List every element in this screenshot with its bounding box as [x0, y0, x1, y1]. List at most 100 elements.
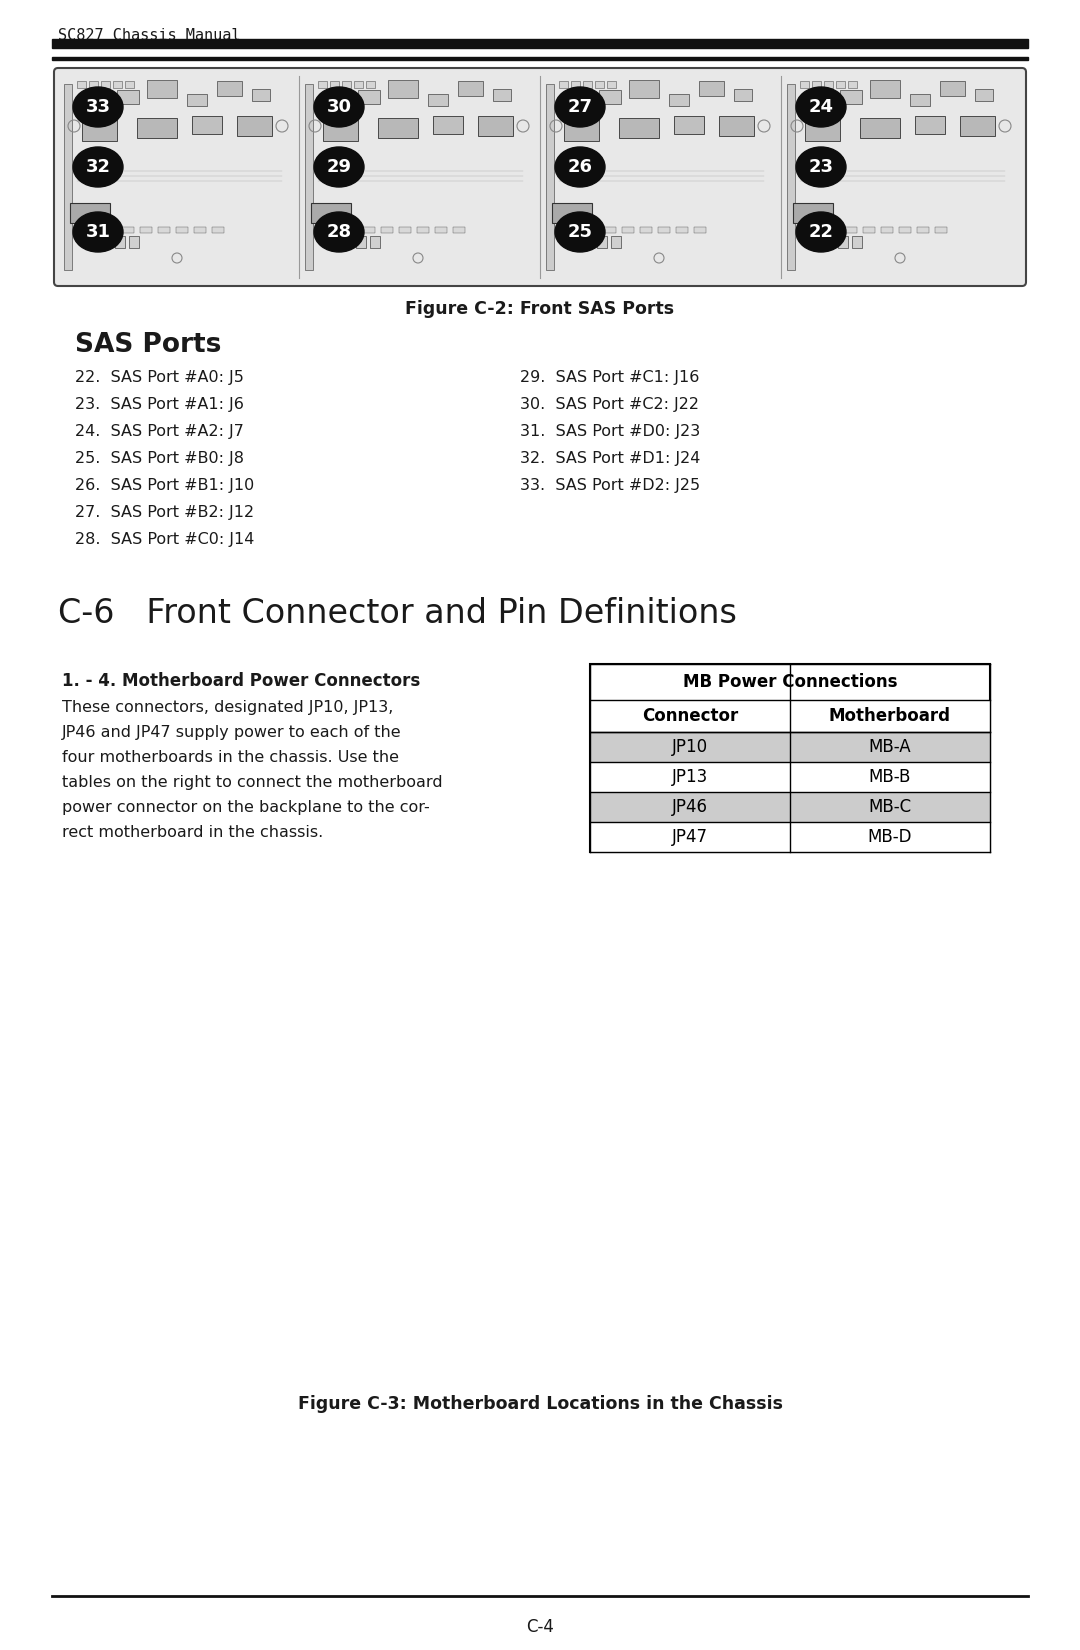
Bar — [64, 84, 72, 271]
Bar — [836, 81, 845, 87]
Bar — [356, 236, 366, 248]
Bar — [860, 119, 900, 139]
Bar — [323, 119, 357, 140]
Text: JP46 and JP47 supply power to each of the: JP46 and JP47 supply power to each of th… — [62, 724, 402, 739]
Bar — [417, 228, 429, 233]
Text: 22.  SAS Port #A0: J5: 22. SAS Port #A0: J5 — [75, 370, 244, 384]
Ellipse shape — [73, 147, 123, 186]
Text: 29.  SAS Port #C1: J16: 29. SAS Port #C1: J16 — [519, 370, 700, 384]
Bar — [658, 228, 670, 233]
Bar — [840, 91, 862, 104]
Bar — [453, 228, 465, 233]
Bar — [899, 228, 912, 233]
Bar — [129, 236, 139, 248]
Bar — [838, 236, 848, 248]
Bar — [433, 116, 463, 134]
Bar — [590, 817, 990, 851]
Bar — [910, 94, 930, 106]
Bar — [122, 228, 134, 233]
Text: Figure C-3: Motherboard Locations in the Chassis: Figure C-3: Motherboard Locations in the… — [297, 1394, 783, 1412]
Bar — [378, 119, 418, 139]
Bar — [318, 81, 327, 87]
Text: 28: 28 — [326, 223, 352, 241]
Bar — [82, 119, 117, 140]
Bar — [800, 96, 828, 111]
Bar — [805, 119, 840, 140]
Bar — [852, 236, 862, 248]
Bar — [158, 228, 170, 233]
Bar — [552, 203, 592, 223]
Ellipse shape — [796, 211, 846, 252]
Bar — [915, 116, 945, 134]
Bar — [388, 79, 418, 97]
Bar — [492, 89, 511, 101]
Bar — [137, 119, 177, 139]
Ellipse shape — [555, 147, 605, 186]
Bar — [870, 79, 900, 97]
Text: 32: 32 — [85, 158, 110, 177]
Bar — [640, 228, 652, 233]
Bar — [917, 228, 929, 233]
Text: 28.  SAS Port #C0: J14: 28. SAS Port #C0: J14 — [75, 531, 255, 548]
Text: SAS Ports: SAS Ports — [75, 332, 221, 358]
Bar — [863, 228, 875, 233]
Bar — [311, 203, 351, 223]
Text: JP47: JP47 — [672, 828, 708, 846]
Bar — [458, 81, 483, 96]
Bar — [569, 236, 579, 248]
Text: tables on the right to connect the motherboard: tables on the right to connect the mothe… — [62, 776, 443, 790]
Text: JP10: JP10 — [672, 738, 708, 756]
Bar — [102, 81, 110, 87]
Bar — [217, 81, 242, 96]
Bar — [597, 236, 607, 248]
Text: 1. - 4. Motherboard Power Connectors: 1. - 4. Motherboard Power Connectors — [62, 672, 420, 690]
Text: C-4: C-4 — [526, 1619, 554, 1637]
Bar — [787, 84, 795, 271]
Bar — [52, 40, 1028, 48]
Bar — [328, 236, 338, 248]
Bar — [960, 116, 995, 135]
Bar — [546, 84, 554, 271]
Bar — [676, 228, 688, 233]
Bar — [935, 228, 947, 233]
Bar — [607, 81, 616, 87]
Bar — [719, 116, 754, 135]
Text: 23: 23 — [809, 158, 834, 177]
Text: 31: 31 — [85, 223, 110, 241]
Bar — [881, 228, 893, 233]
Bar — [252, 89, 270, 101]
Bar — [342, 81, 351, 87]
Text: 30.  SAS Port #C2: J22: 30. SAS Port #C2: J22 — [519, 398, 699, 412]
Bar — [564, 119, 599, 140]
Bar — [237, 116, 272, 135]
Bar — [590, 822, 990, 851]
Bar — [793, 203, 833, 223]
Text: MB-C: MB-C — [868, 799, 912, 817]
Bar — [734, 89, 752, 101]
Text: Figure C-2: Front SAS Ports: Figure C-2: Front SAS Ports — [405, 300, 675, 318]
Text: 22: 22 — [809, 223, 834, 241]
Bar — [89, 81, 98, 87]
Text: MB-B: MB-B — [868, 767, 912, 785]
Bar — [370, 236, 380, 248]
Bar — [559, 81, 568, 87]
Bar — [812, 81, 821, 87]
Bar — [187, 94, 207, 106]
Bar — [571, 81, 580, 87]
Bar — [212, 228, 224, 233]
Ellipse shape — [314, 87, 364, 127]
Text: 25: 25 — [567, 223, 593, 241]
Text: 26: 26 — [567, 158, 593, 177]
Bar — [622, 228, 634, 233]
Bar — [318, 96, 346, 111]
Bar — [342, 236, 352, 248]
Ellipse shape — [796, 87, 846, 127]
Bar — [674, 116, 704, 134]
Ellipse shape — [314, 211, 364, 252]
Bar — [176, 228, 188, 233]
Text: 33.  SAS Port #D2: J25: 33. SAS Port #D2: J25 — [519, 478, 700, 493]
Ellipse shape — [555, 211, 605, 252]
Bar — [381, 228, 393, 233]
Bar — [435, 228, 447, 233]
Text: 25.  SAS Port #B0: J8: 25. SAS Port #B0: J8 — [75, 450, 244, 465]
